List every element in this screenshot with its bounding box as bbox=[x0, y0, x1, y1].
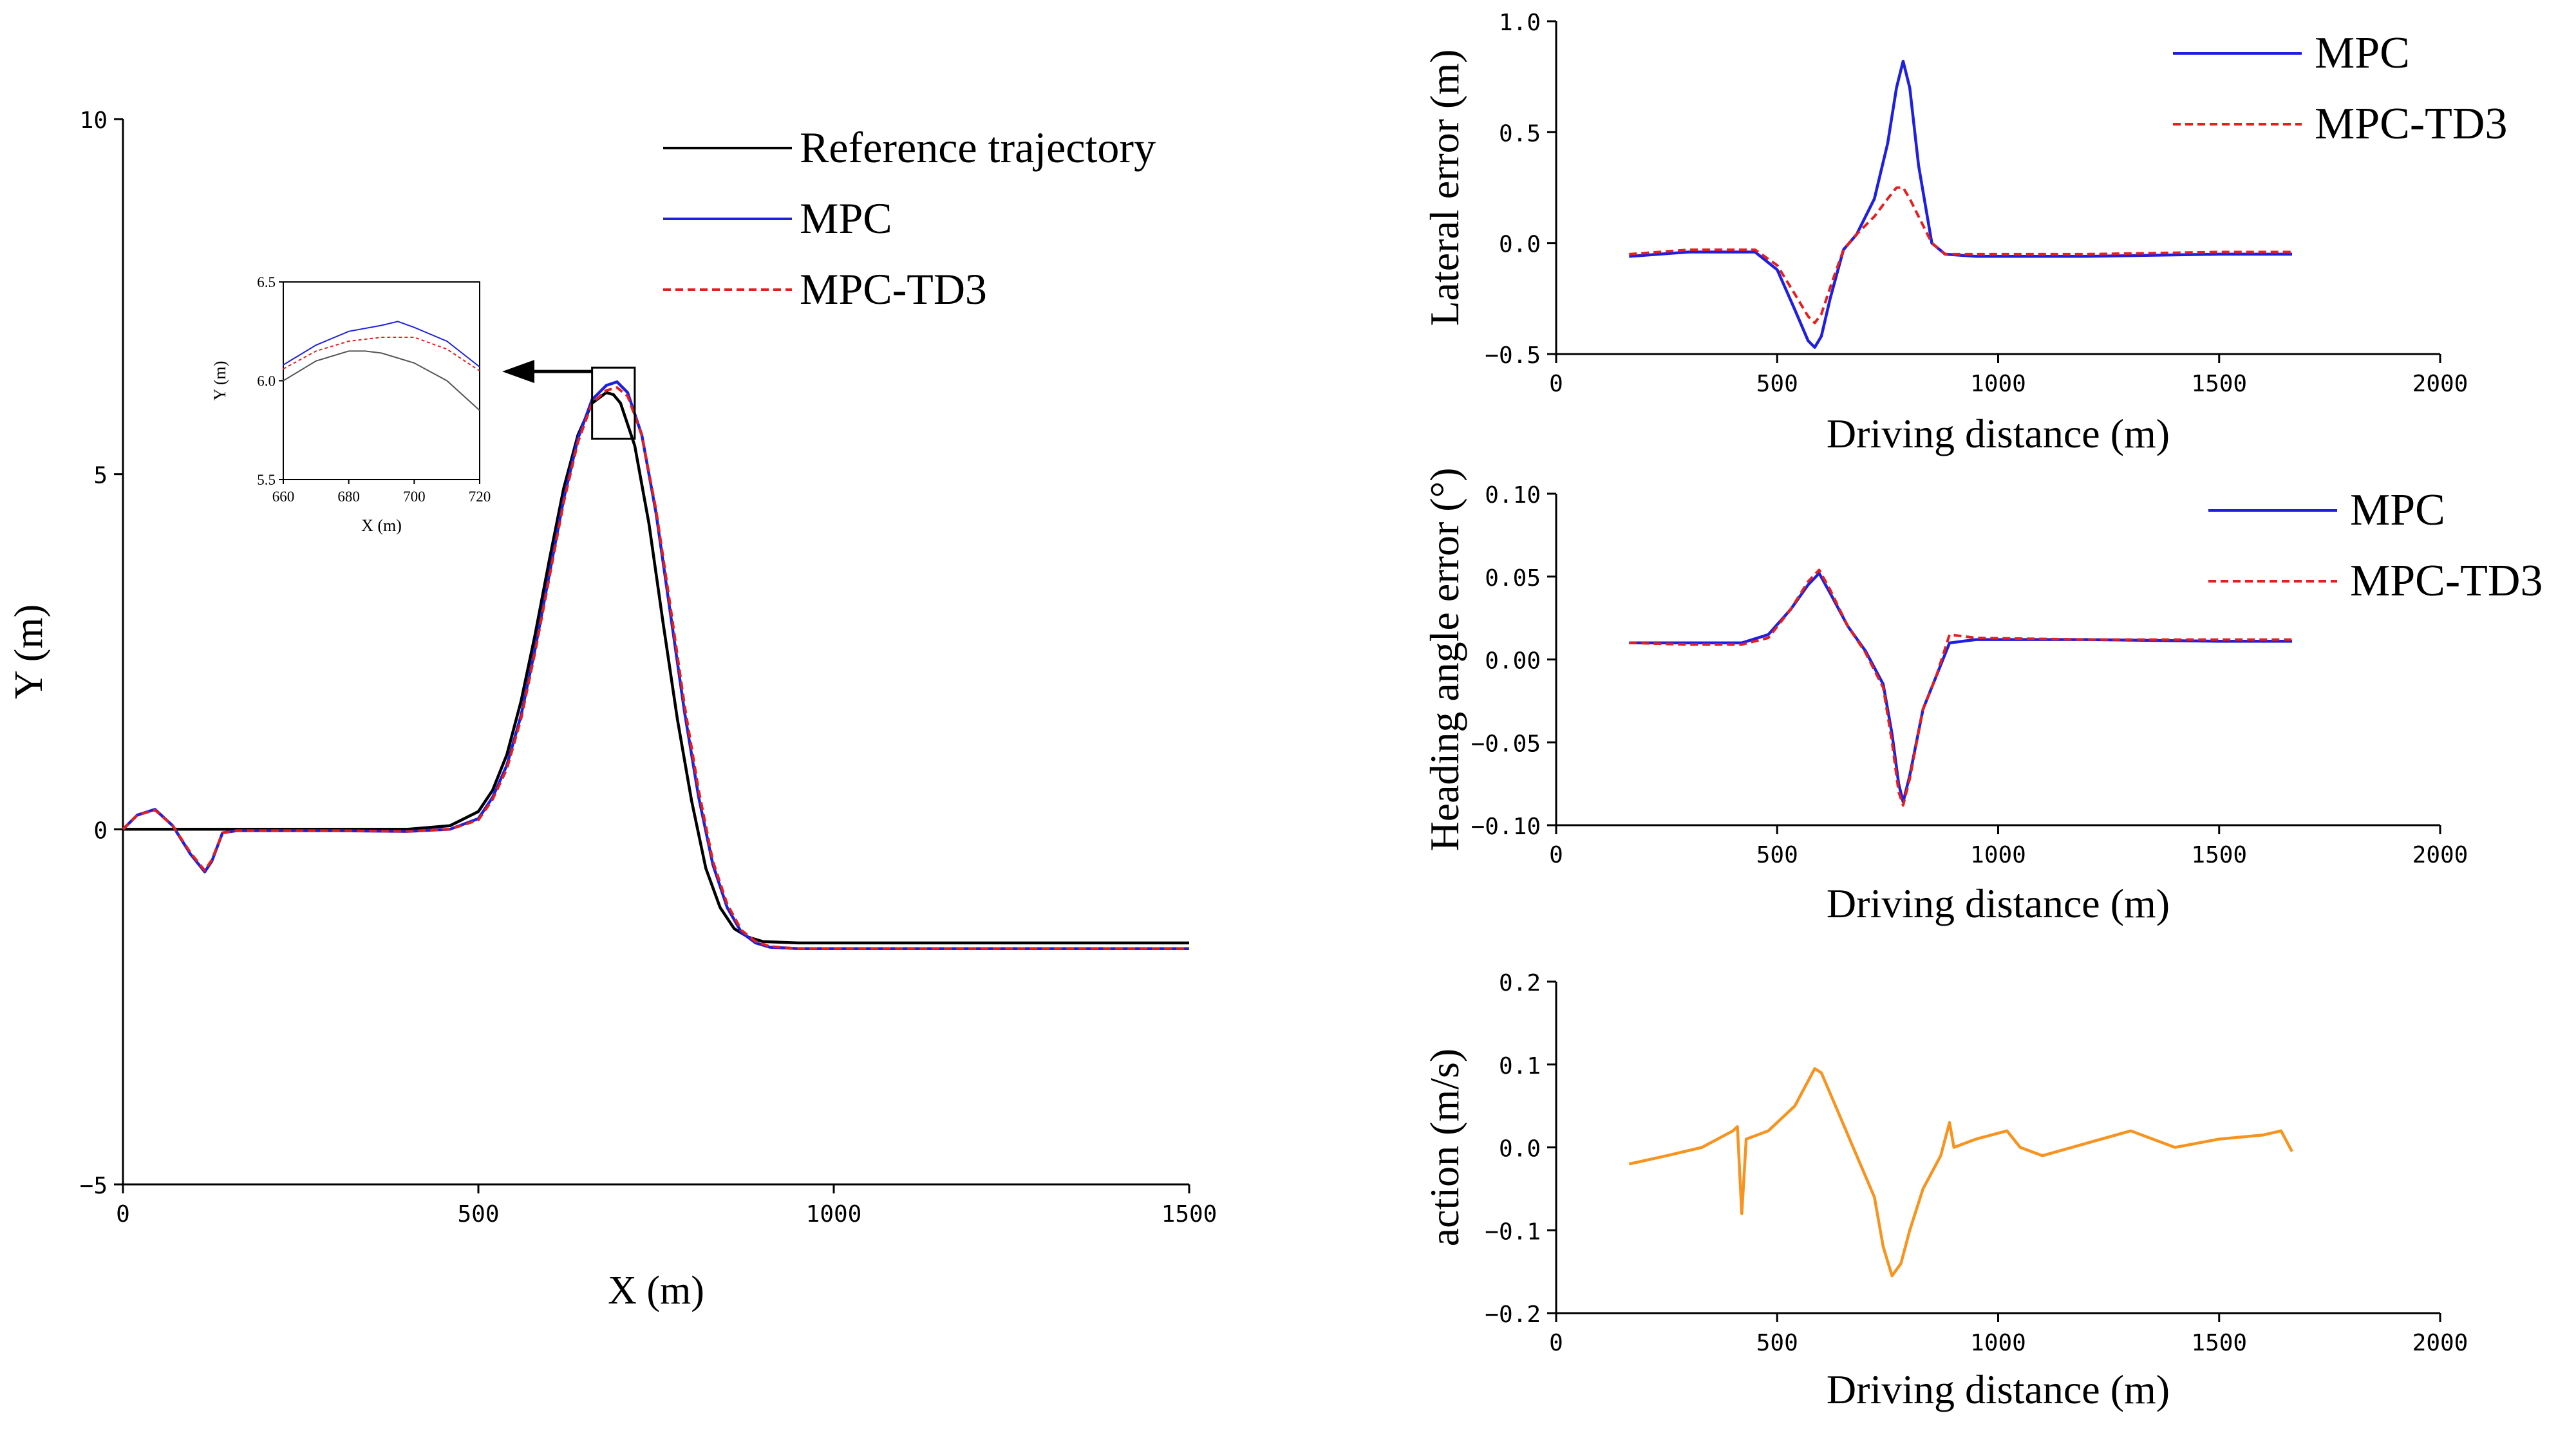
trajectory-chart: 0 500 1000 1500 −5 0 5 10 X (m) Y (m) Reference tr… bbox=[7, 107, 1217, 1312]
series-line-action bbox=[1628, 1067, 2293, 1278]
x-tick-label: 1500 bbox=[2191, 1330, 2247, 1356]
inset-x-tick-label: 660 bbox=[272, 489, 295, 505]
inset-frame bbox=[283, 281, 480, 480]
x-axis-label: Driving distance (m) bbox=[1827, 881, 2170, 926]
x-tick-label: 2000 bbox=[2412, 842, 2468, 868]
series-line-mpc-td3 bbox=[1629, 568, 2292, 807]
x-axis-label: Driving distance (m) bbox=[1827, 1367, 2170, 1412]
y-axis-label: Y (m) bbox=[7, 604, 51, 700]
legend-label: MPC bbox=[2350, 485, 2445, 535]
y-tick-label: 0 bbox=[93, 817, 108, 844]
action-chart: 0 500 1000 1500 2000 0.2 0.1 0.0 −0.1 −0.2 Driving… bbox=[1422, 970, 2468, 1412]
series-line-mpc bbox=[1629, 572, 2292, 804]
legend-label: MPC-TD3 bbox=[2315, 99, 2507, 149]
y-tick-label: 0.1 bbox=[1499, 1053, 1541, 1079]
x-tick-label: 1500 bbox=[2191, 371, 2247, 397]
y-axis-label: Lateral error (m) bbox=[1422, 50, 1467, 326]
y-tick-label: 0.0 bbox=[1499, 1136, 1541, 1163]
inset-y-tick-label: 6.5 bbox=[257, 274, 276, 290]
y-tick-label: −0.1 bbox=[1485, 1219, 1541, 1245]
x-tick-label: 1000 bbox=[1970, 842, 2026, 868]
x-tick-label: 1000 bbox=[806, 1201, 862, 1228]
y-tick-label: 1.0 bbox=[1499, 10, 1541, 36]
x-tick-label: 0 bbox=[116, 1201, 130, 1228]
x-tick-label: 1500 bbox=[2191, 842, 2247, 868]
inset-series-reference-trajectory bbox=[283, 350, 480, 411]
x-axis-label: Driving distance (m) bbox=[1827, 411, 2170, 456]
x-tick-label: 500 bbox=[1756, 842, 1798, 868]
lateral-error-chart: 0 500 1000 1500 2000 −0.5 0.0 0.5 1.0 Driving dis… bbox=[1422, 10, 2507, 456]
heading-angle-error-chart: 0 500 1000 1500 2000 0.10 0.05 0.00 −0.05 −0.10 Dr… bbox=[1422, 468, 2543, 926]
x-tick-label: 500 bbox=[457, 1201, 499, 1228]
y-tick-label: 0.5 bbox=[1499, 120, 1541, 147]
y-tick-label: −0.05 bbox=[1471, 731, 1541, 757]
y-tick-label: −0.2 bbox=[1485, 1302, 1541, 1328]
inset-chart: 660 680 700 720 5.5 6.0 6.5 X (m) Y (m) bbox=[211, 274, 491, 535]
x-tick-label: 2000 bbox=[2412, 371, 2468, 397]
y-axis-label: action (m/s) bbox=[1422, 1049, 1467, 1246]
legend-label: MPC bbox=[2315, 28, 2410, 78]
series-line-mpc-td3 bbox=[1629, 186, 2292, 324]
inset-y-tick-label: 6.0 bbox=[257, 373, 276, 389]
inset-x-tick-label: 720 bbox=[469, 489, 491, 505]
y-tick-label: −5 bbox=[80, 1173, 108, 1199]
x-tick-label: 1000 bbox=[1970, 1330, 2026, 1356]
y-axis-label: Heading angle error (°) bbox=[1422, 468, 1467, 852]
x-tick-label: 500 bbox=[1756, 1330, 1798, 1356]
legend-label: MPC-TD3 bbox=[800, 265, 987, 313]
x-axis-label: X (m) bbox=[608, 1269, 704, 1312]
zoom-region-box bbox=[591, 366, 636, 440]
x-tick-label: 0 bbox=[1549, 842, 1563, 868]
series-line-mpc-td3 bbox=[122, 386, 1189, 950]
y-tick-label: −0.10 bbox=[1471, 814, 1541, 840]
inset-series-mpc-td3 bbox=[283, 337, 480, 372]
y-tick-label: 0.00 bbox=[1485, 648, 1541, 675]
legend-label: MPC bbox=[800, 194, 892, 243]
x-tick-label: 2000 bbox=[2412, 1330, 2468, 1356]
x-tick-label: 1500 bbox=[1161, 1201, 1217, 1228]
inset-x-axis-label: X (m) bbox=[361, 516, 402, 535]
inset-y-axis-label: Y (m) bbox=[211, 361, 229, 401]
series-line-mpc bbox=[1629, 59, 2292, 349]
y-tick-label: 0.10 bbox=[1485, 482, 1541, 509]
x-tick-label: 500 bbox=[1756, 371, 1798, 397]
inset-x-tick-label: 700 bbox=[403, 489, 426, 505]
y-tick-label: 0.0 bbox=[1499, 232, 1541, 258]
inset-x-tick-label: 680 bbox=[337, 489, 360, 505]
x-tick-label: 1000 bbox=[1970, 371, 2026, 397]
x-tick-label: 0 bbox=[1549, 371, 1563, 397]
legend-label: Reference trajectory bbox=[800, 123, 1156, 172]
series-line-reference-trajectory bbox=[123, 391, 1189, 945]
x-tick-label: 0 bbox=[1549, 1330, 1563, 1356]
y-tick-label: −0.5 bbox=[1485, 342, 1541, 369]
y-tick-label: 0.2 bbox=[1499, 970, 1541, 996]
inset-y-tick-label: 5.5 bbox=[257, 472, 276, 488]
legend-label: MPC-TD3 bbox=[2350, 556, 2543, 606]
y-tick-label: 10 bbox=[80, 107, 108, 134]
zoom-arrow-head bbox=[502, 360, 534, 384]
inset-series-mpc bbox=[283, 321, 480, 368]
y-tick-label: 5 bbox=[93, 463, 108, 489]
y-tick-label: 0.05 bbox=[1485, 565, 1541, 592]
